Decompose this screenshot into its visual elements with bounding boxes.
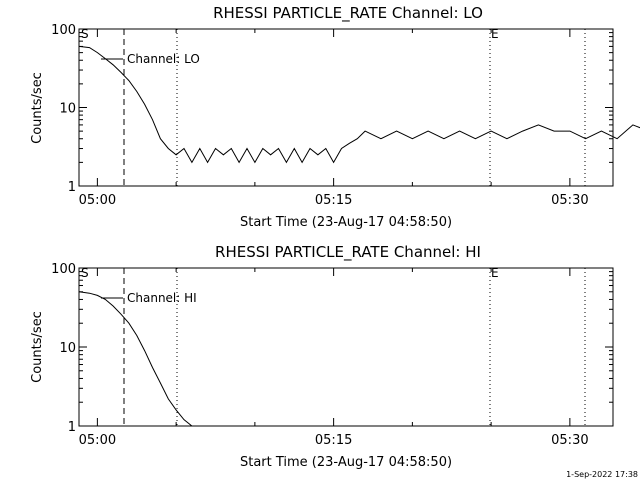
chart-panel-lo: RHESSI PARTICLE_RATE Channel: LO Counts/…: [30, 4, 640, 230]
x-tick-label: 05:00: [79, 433, 116, 448]
x-tick-label: 05:15: [315, 433, 352, 448]
x-tick-label: 05:00: [79, 193, 116, 208]
x-tick-label: 05:30: [551, 433, 588, 448]
x-tick-label: 05:15: [315, 193, 352, 208]
series-line-lo: [78, 45, 640, 164]
start-marker-label: S: [81, 266, 89, 280]
chart-panel-hi: RHESSI PARTICLE_RATE Channel: HI Counts/…: [30, 243, 614, 470]
y-tick-label: 10: [59, 102, 76, 117]
y-tick-label: 1: [68, 420, 76, 435]
chart-title: RHESSI PARTICLE_RATE Channel: HI: [215, 243, 481, 262]
y-tick-label: 100: [51, 23, 76, 38]
x-axis-label: Start Time (23-Aug-17 04:58:50): [240, 455, 452, 470]
end-marker-label: E: [491, 27, 499, 41]
legend-label: Channel: HI: [127, 291, 197, 305]
y-axis-ticks: 1 10 100: [51, 23, 613, 195]
y-axis-ticks: 1 10 100: [51, 262, 613, 435]
y-axis-label: Counts/sec: [30, 311, 45, 383]
x-tick-label: 05:30: [551, 193, 588, 208]
series-line-hi: [78, 291, 200, 427]
y-tick-label: 1: [68, 180, 76, 195]
end-marker-label: E: [491, 266, 499, 280]
legend-label: Channel: LO: [127, 52, 200, 66]
y-axis-label: Counts/sec: [30, 72, 45, 144]
x-axis-label: Start Time (23-Aug-17 04:58:50): [240, 215, 452, 230]
footer-timestamp: 1-Sep-2022 17:38: [566, 470, 638, 479]
y-tick-label: 100: [51, 262, 76, 277]
y-tick-label: 10: [59, 341, 76, 356]
chart-title: RHESSI PARTICLE_RATE Channel: LO: [213, 4, 483, 23]
start-marker-label: S: [81, 27, 89, 41]
